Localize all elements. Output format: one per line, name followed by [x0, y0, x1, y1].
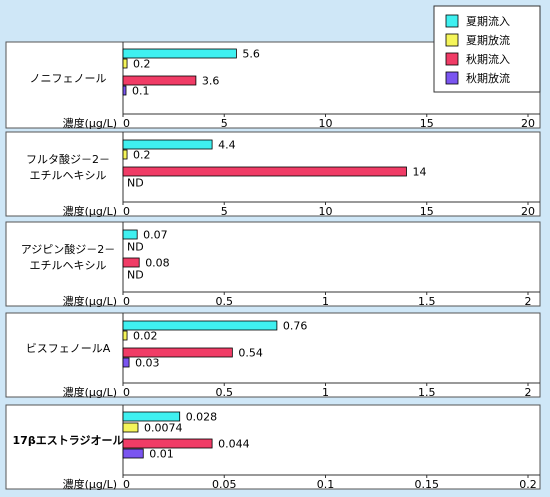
data-label: ND — [127, 177, 144, 190]
x-tick-label: 15 — [420, 205, 434, 218]
bar-3 — [122, 438, 213, 449]
bar-2 — [122, 422, 139, 433]
bar-1 — [122, 48, 237, 59]
substance-title-line: エチルヘキシル — [30, 259, 107, 272]
x-tick-label: 2 — [525, 386, 532, 399]
data-label: 0.044 — [218, 438, 250, 451]
bar-1 — [122, 139, 213, 150]
data-label: 0.0074 — [144, 422, 183, 435]
data-label: 3.6 — [202, 75, 220, 88]
x-tick-label: 10 — [319, 205, 333, 218]
x-tick-label: 0 — [123, 386, 130, 399]
bar-2 — [122, 58, 128, 69]
bar-3 — [122, 347, 233, 358]
legend-swatch — [445, 14, 459, 28]
bar-3 — [122, 166, 407, 177]
x-tick-label: 0.2 — [519, 478, 537, 491]
bar-2 — [122, 330, 128, 341]
legend-swatch — [445, 52, 459, 66]
data-label: 4.4 — [218, 139, 236, 152]
data-label: 0.03 — [135, 357, 160, 370]
x-tick-label: 5 — [221, 205, 228, 218]
x-tick-label: 0 — [123, 478, 130, 491]
x-tick-label: 20 — [521, 117, 535, 130]
substance-title: 17βエストラジオール — [13, 434, 124, 447]
x-tick-label: 1.5 — [418, 295, 436, 308]
bar-3 — [122, 75, 197, 86]
x-tick-label: 15 — [420, 117, 434, 130]
bar-2 — [122, 149, 128, 160]
data-label: 0.01 — [149, 448, 174, 461]
x-tick-label: 0.05 — [212, 478, 237, 491]
substance-title: ビスフェノールA — [26, 342, 111, 355]
legend-label: 夏期流入 — [466, 14, 510, 28]
data-label: 5.6 — [242, 48, 260, 61]
legend-label: 秋期放流 — [466, 71, 510, 85]
data-label: 0.028 — [186, 411, 218, 424]
x-tick-label: 0.1 — [317, 478, 335, 491]
x-tick-label: 1 — [322, 386, 329, 399]
data-label: 0.02 — [133, 330, 158, 343]
substance-title: ノニフェノール — [30, 72, 107, 85]
axis-label: 濃度(μg/L) — [63, 385, 117, 399]
chart-panel — [5, 404, 541, 490]
x-tick-label: 0 — [123, 205, 130, 218]
data-label: 0.54 — [238, 347, 263, 360]
data-label: 14 — [413, 166, 427, 179]
bar-3 — [122, 257, 140, 268]
substance-title-line: エチルヘキシル — [30, 169, 107, 182]
data-label: 0.2 — [133, 58, 151, 71]
legend-swatch — [445, 33, 459, 47]
x-tick-label: 0.5 — [216, 295, 234, 308]
data-label: 0.07 — [143, 229, 168, 242]
bar-4 — [122, 357, 130, 368]
bar-1 — [122, 411, 181, 422]
axis-label: 濃度(μg/L) — [63, 204, 117, 218]
bar-1 — [122, 320, 278, 331]
x-tick-label: 0 — [123, 117, 130, 130]
bar-4 — [122, 448, 144, 459]
x-tick-label: 5 — [221, 117, 228, 130]
bar-4 — [122, 85, 127, 96]
legend-swatch — [445, 71, 459, 85]
data-label: 0.08 — [145, 257, 170, 270]
legend-label: 秋期流入 — [466, 52, 510, 66]
x-tick-label: 0 — [123, 295, 130, 308]
axis-label: 濃度(μg/L) — [63, 116, 117, 130]
axis-label: 濃度(μg/L) — [63, 477, 117, 491]
x-tick-label: 2 — [525, 295, 532, 308]
x-tick-label: 1.5 — [418, 386, 436, 399]
x-tick-label: 10 — [319, 117, 333, 130]
x-tick-label: 0.5 — [216, 386, 234, 399]
data-label: ND — [127, 269, 144, 282]
x-tick-label: 1 — [322, 295, 329, 308]
data-label: 0.1 — [132, 85, 150, 98]
x-tick-label: 20 — [521, 205, 535, 218]
data-label: 0.2 — [133, 149, 151, 162]
bar-1 — [122, 229, 138, 240]
data-label: 0.76 — [283, 320, 308, 333]
substance-title-line: フルタ酸ジ－2－ — [26, 152, 110, 166]
axis-label: 濃度(μg/L) — [63, 294, 117, 308]
legend-label: 夏期放流 — [466, 33, 510, 47]
data-label: ND — [127, 241, 144, 254]
x-tick-label: 0.15 — [415, 478, 440, 491]
substance-title-line: アジピン酸ジ－2－ — [21, 242, 116, 256]
